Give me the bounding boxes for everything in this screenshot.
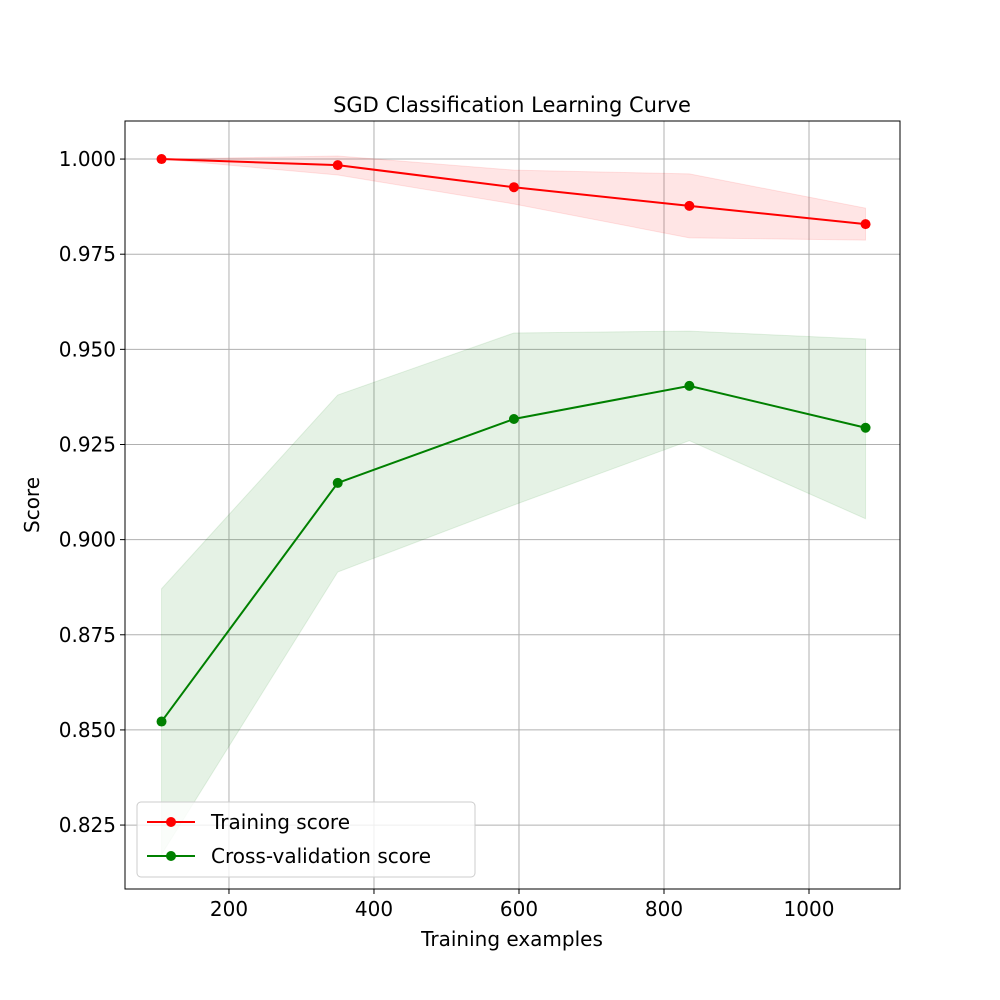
data-point (860, 219, 871, 230)
data-point (332, 477, 343, 488)
y-tick-label: 0.950 (59, 337, 116, 361)
bands (161, 155, 867, 857)
data-point (684, 380, 695, 391)
x-tick-label: 800 (645, 897, 683, 921)
y-tick-label: 0.975 (59, 242, 116, 266)
y-tick-label: 0.850 (59, 718, 116, 742)
data-point (684, 200, 695, 211)
chart-title: SGD Classification Learning Curve (333, 93, 691, 117)
y-tick-label: 0.900 (59, 528, 116, 552)
data-point (156, 716, 167, 727)
y-tick-label: 1.000 (59, 147, 116, 171)
x-axis-label: Training examples (420, 927, 603, 951)
legend-box (136, 801, 476, 878)
data-point (332, 160, 343, 171)
series-lines (156, 154, 871, 727)
x-tick-label: 200 (210, 897, 248, 921)
std-band-1 (161, 330, 867, 857)
y-tick-label: 0.825 (59, 813, 116, 837)
legend: Training score Cross-validation score (136, 801, 476, 878)
std-band-0 (161, 155, 867, 241)
plot-frame (124, 120, 901, 890)
data-point (860, 422, 871, 433)
y-tick-label: 0.875 (59, 623, 116, 647)
x-tick-label: 400 (355, 897, 393, 921)
y-tick-label: 0.925 (59, 432, 116, 456)
data-point (508, 413, 519, 424)
legend-marker (166, 851, 176, 861)
ticks: 200 400 600 800 1000 0.825 0.850 0.875 0.900 0.92… (59, 147, 835, 921)
y-axis-label: Score (20, 477, 44, 533)
x-tick-label: 1000 (784, 897, 835, 921)
data-point (156, 154, 167, 165)
x-tick-label: 600 (500, 897, 538, 921)
legend-marker (166, 817, 176, 827)
legend-label: Cross-validation score (211, 844, 431, 868)
legend-label: Training score (210, 810, 350, 834)
data-point (508, 182, 519, 193)
